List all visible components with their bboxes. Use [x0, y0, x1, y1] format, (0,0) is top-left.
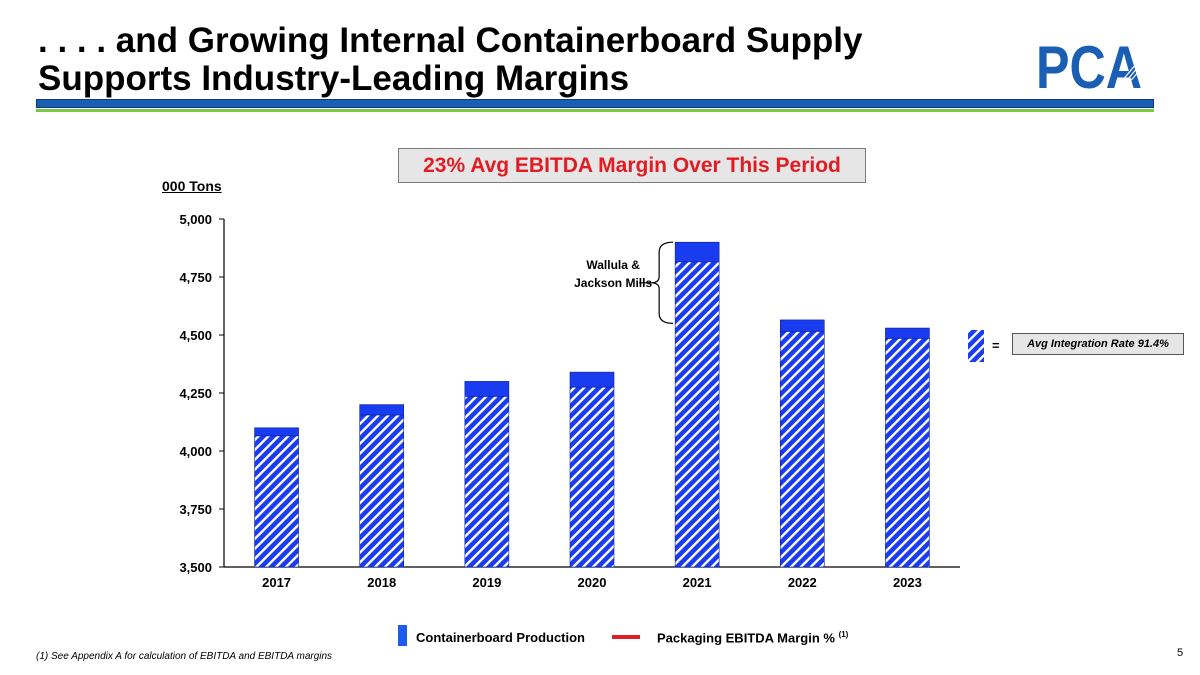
y-tick-label: 4,250 [179, 386, 212, 401]
bar-integrated-2018 [359, 414, 405, 568]
x-tick-label: 2020 [578, 575, 607, 590]
footnote: (1) See Appendix A for calculation of EB… [36, 651, 333, 662]
legend-equals: = [992, 338, 1000, 353]
page-number: 5 [1177, 647, 1184, 659]
bar-production-2019 [464, 381, 510, 397]
legend-margin-text: Packaging EBITDA Margin % [657, 630, 835, 646]
annotation-label-line1: Wallula & [586, 258, 640, 272]
y-tick-label: 4,000 [179, 444, 212, 459]
bar-integrated-2023 [885, 338, 930, 568]
y-tick-label: 3,500 [179, 560, 212, 575]
integration-rate-box: Avg Integration Rate 91.4% [1012, 333, 1184, 355]
hatch-swatch [968, 330, 984, 362]
bar-integrated-2017 [254, 435, 299, 568]
y-tick-label: 5,000 [179, 212, 212, 227]
x-tick-label: 2023 [893, 575, 922, 590]
x-tick-label: 2019 [472, 575, 501, 590]
page-title: . . . . and Growing Internal Containerbo… [38, 22, 998, 98]
bracket-annotation [651, 241, 674, 324]
bar-integrated-2020 [569, 386, 615, 568]
y-tick-label: 4,500 [179, 328, 212, 343]
legend-margin-swatch [612, 635, 640, 639]
x-tick-label: 2022 [788, 575, 817, 590]
y-tick-label: 4,750 [179, 270, 212, 285]
bar-production-2018 [359, 404, 405, 416]
title-rule-green [36, 109, 1154, 112]
bar-production-2020 [569, 371, 615, 388]
x-tick-label: 2021 [683, 575, 712, 590]
bar-production-2017 [254, 427, 299, 437]
x-tick-label: 2017 [262, 575, 291, 590]
bar-production-2021 [674, 241, 720, 263]
y-axis-unit-label: 000 Tons [162, 178, 222, 194]
legend-production-label: Containerboard Production [416, 630, 585, 645]
bar-integrated-2019 [464, 396, 510, 568]
title-rule-blue [36, 99, 1154, 108]
bar-production-2023 [885, 327, 930, 339]
bar-production-2022 [779, 319, 825, 332]
bar-integrated-2021 [674, 261, 720, 568]
pca-logo: PCA [1036, 34, 1156, 94]
ebitda-callout: 23% Avg EBITDA Margin Over This Period [398, 148, 866, 183]
legend-margin-footnote-ref: (1) [838, 630, 849, 639]
legend-margin-label: Packaging EBITDA Margin % (1) [657, 630, 848, 645]
x-tick-label: 2018 [367, 575, 396, 590]
bar-integrated-2022 [779, 331, 825, 568]
annotation-label-line2: Jackson Mills [574, 276, 652, 290]
y-tick-label: 3,750 [179, 502, 212, 517]
title-line-1: . . . . and Growing Internal Containerbo… [38, 21, 863, 60]
title-line-2: Supports Industry-Leading Margins [38, 59, 630, 98]
legend-production-swatch [398, 625, 407, 646]
